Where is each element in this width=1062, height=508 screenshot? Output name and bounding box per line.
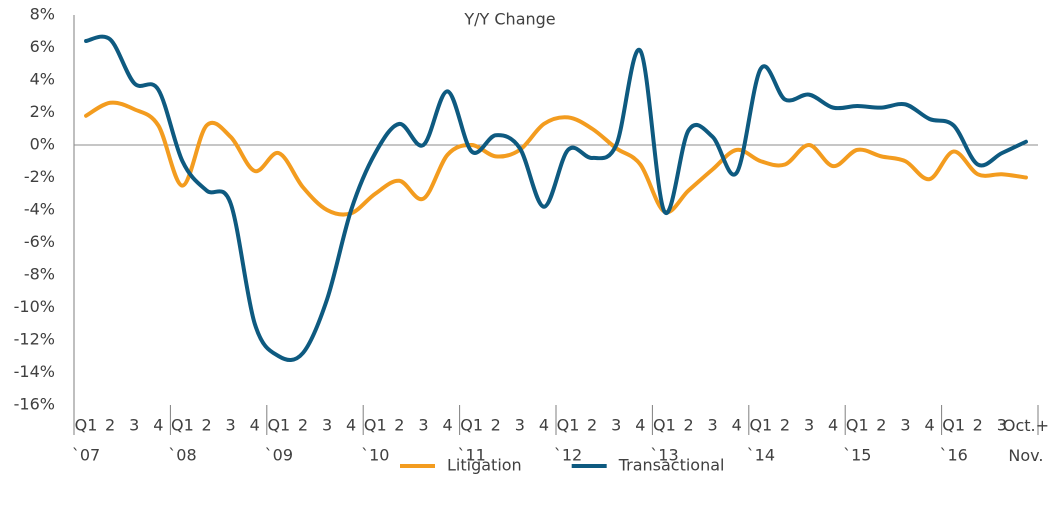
x-tick-label: 4: [635, 416, 645, 435]
y-tick-label: 8%: [30, 5, 55, 24]
x-group-label: `11: [457, 446, 485, 465]
x-tick-label: 4: [250, 416, 260, 435]
x-tick-label: 4: [828, 416, 838, 435]
y-tick-label: -12%: [14, 330, 55, 349]
x-tick-label: 2: [298, 416, 308, 435]
x-tick-label: Q1: [942, 416, 965, 435]
x-group-label: `10: [361, 446, 389, 465]
x-tick-label: 3: [226, 416, 236, 435]
x-tick-label: Oct.+ Nov.: [1002, 416, 1050, 465]
y-tick-label: 6%: [30, 37, 55, 56]
x-tick-label: 2: [394, 416, 404, 435]
x-tick-label: 3: [611, 416, 621, 435]
y-tick-label: 2%: [30, 102, 55, 121]
chart-title: Y/Y Change: [463, 10, 555, 29]
x-tick-label: 2: [683, 416, 693, 435]
y-tick-label: -14%: [14, 362, 55, 381]
x-tick-label: 3: [900, 416, 910, 435]
x-tick-label: 2: [105, 416, 115, 435]
x-tick-label: 3: [129, 416, 139, 435]
y-tick-label: -4%: [24, 200, 55, 219]
y-tick-label: 4%: [30, 70, 55, 89]
x-tick-label: 3: [708, 416, 718, 435]
x-tick-label: Q1: [267, 416, 290, 435]
x-tick-label: 2: [780, 416, 790, 435]
x-tick-label: 2: [491, 416, 501, 435]
x-tick-label: 3: [997, 416, 1007, 435]
x-group-label: `13: [650, 446, 678, 465]
y-tick-label: -6%: [24, 232, 55, 251]
x-tick-label: 3: [515, 416, 525, 435]
x-group-label: `14: [747, 446, 775, 465]
x-tick-label: 4: [924, 416, 934, 435]
x-group-label: `07: [72, 446, 100, 465]
x-tick-label: Q1: [460, 416, 483, 435]
x-tick-label: 2: [973, 416, 983, 435]
y-tick-label: -10%: [14, 297, 55, 316]
line-series: [84, 100, 1028, 217]
y-tick-label: -16%: [14, 395, 55, 414]
x-tick-label: Q1: [749, 416, 772, 435]
x-tick-label: Q1: [846, 416, 869, 435]
x-tick-label: Q1: [653, 416, 676, 435]
x-tick-label: 3: [804, 416, 814, 435]
y-tick-label: -8%: [24, 265, 55, 284]
y-tick-label: -2%: [24, 167, 55, 186]
x-group-label: `09: [265, 446, 293, 465]
x-group-label: `08: [168, 446, 196, 465]
x-tick-label: 3: [418, 416, 428, 435]
line-series: [84, 34, 1028, 363]
x-tick-label: 4: [153, 416, 163, 435]
x-tick-label: Q1: [557, 416, 580, 435]
x-tick-label: 4: [442, 416, 452, 435]
x-tick-label: Q1: [75, 416, 98, 435]
x-tick-label: 2: [201, 416, 211, 435]
x-tick-label: Q1: [171, 416, 194, 435]
legend-label: Litigation: [447, 456, 522, 475]
x-group-label: `12: [554, 446, 582, 465]
x-tick-label: 2: [876, 416, 886, 435]
x-tick-label: Q1: [364, 416, 387, 435]
x-group-label: `15: [843, 446, 871, 465]
x-tick-label: 4: [539, 416, 549, 435]
x-tick-label: 4: [346, 416, 356, 435]
y-tick-label: 0%: [30, 135, 55, 154]
legend-label: Transactional: [618, 456, 725, 475]
x-tick-label: 2: [587, 416, 597, 435]
x-tick-label: 3: [322, 416, 332, 435]
x-tick-label: 4: [732, 416, 742, 435]
x-group-label: `16: [939, 446, 967, 465]
